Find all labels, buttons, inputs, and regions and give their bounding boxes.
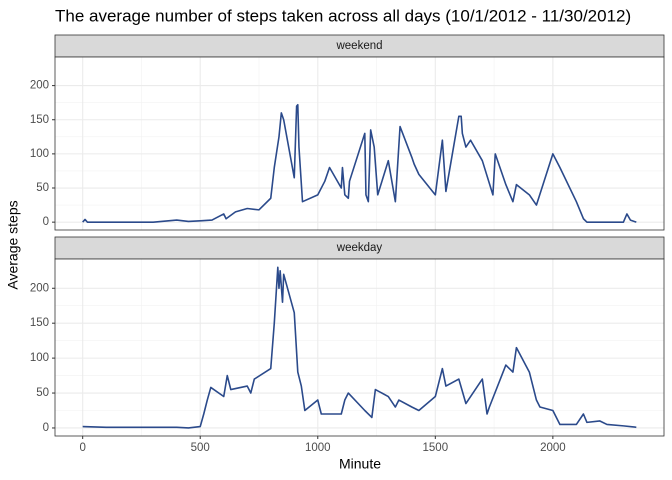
chart-title: The average number of steps taken across…	[55, 6, 631, 25]
y-tick-label: 100	[30, 352, 49, 364]
panel-border	[54, 56, 665, 231]
series-line	[82, 103, 637, 223]
strip-label: weekday	[336, 242, 383, 254]
panel-background	[55, 57, 664, 230]
strip-label: weekend	[335, 40, 382, 52]
y-tick-label: 150	[30, 114, 49, 126]
y-tick-label: 0	[43, 422, 49, 434]
x-tick-label: 2000	[540, 442, 566, 454]
x-tick-label: 1000	[305, 442, 331, 454]
panel-background	[55, 259, 664, 436]
y-tick-label: 50	[36, 387, 49, 399]
x-tick-label: 1500	[423, 442, 449, 454]
y-tick-label: 150	[30, 317, 49, 329]
x-axis-title: Minute	[339, 456, 381, 472]
y-tick-label: 200	[30, 80, 49, 92]
y-tick-label: 100	[30, 148, 49, 160]
y-tick-label: 0	[43, 216, 49, 228]
series-line	[82, 266, 637, 429]
y-axis-title: Average steps	[5, 200, 21, 289]
y-tick-label: 200	[30, 282, 49, 294]
panel-border	[54, 258, 665, 437]
x-tick-label: 500	[191, 442, 210, 454]
y-tick-label: 50	[36, 182, 49, 194]
x-tick-label: 0	[79, 442, 85, 454]
